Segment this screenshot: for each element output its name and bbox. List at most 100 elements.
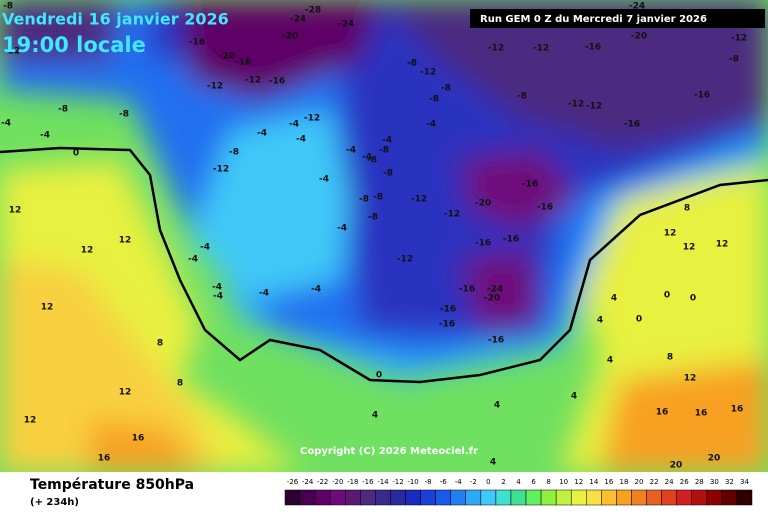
- scale-label: 12: [574, 478, 583, 486]
- map-label: -4: [337, 224, 347, 234]
- map-label: -16: [488, 336, 504, 346]
- scale-label: -8: [425, 478, 432, 486]
- map-label: -16: [440, 305, 456, 315]
- map-label: -8: [441, 84, 451, 94]
- map-label: -4: [212, 283, 222, 293]
- map-label: -4: [346, 146, 356, 156]
- map-label: -16: [269, 77, 285, 87]
- scale-swatch: [480, 489, 497, 506]
- scale-label: 30: [710, 478, 719, 486]
- map-label: -4: [289, 120, 299, 130]
- scale-label: 14: [589, 478, 598, 486]
- scale-swatch: [284, 489, 301, 506]
- scale-label: -14: [377, 478, 389, 486]
- map-label: -12: [731, 34, 747, 44]
- map-label: -8: [368, 213, 378, 223]
- map-label: -16: [694, 91, 710, 101]
- map-label: -8: [359, 195, 369, 205]
- map-label: 12: [9, 206, 22, 216]
- scale-swatch: [586, 489, 602, 506]
- scale-swatch: [495, 489, 512, 506]
- map-label: -4: [40, 131, 50, 141]
- map-label: -16: [235, 58, 251, 68]
- map-label: -8: [379, 146, 389, 156]
- map-label: -12: [207, 82, 223, 92]
- map-label: -8: [383, 169, 393, 179]
- scale-label: -12: [392, 478, 403, 486]
- map-label: -8: [119, 110, 129, 120]
- scale-swatch: [465, 489, 482, 506]
- scale-swatch: [691, 489, 708, 506]
- map-label: 16: [98, 454, 111, 464]
- map-label: -16: [537, 203, 553, 213]
- scale-swatch: [570, 489, 587, 506]
- scale-swatch: [314, 489, 331, 506]
- scale-label: -2: [470, 478, 477, 486]
- map-label: 8: [177, 379, 183, 389]
- map-label: -8: [367, 156, 377, 166]
- map-label: -8: [729, 55, 739, 65]
- scale-label: 34: [740, 478, 749, 486]
- map-label: 12: [41, 303, 54, 313]
- scale-swatch: [616, 489, 632, 506]
- time: 19:00 locale: [2, 33, 146, 57]
- map-label: -24: [290, 15, 306, 25]
- map-label: -8: [407, 59, 417, 69]
- map-label: -20: [282, 32, 298, 42]
- scale-label: -24: [302, 478, 314, 486]
- scale-label: 24: [665, 478, 674, 486]
- map-label: 0: [636, 315, 642, 325]
- map-label: 4: [494, 401, 500, 411]
- map-label: 4: [372, 411, 378, 421]
- scale-label: -20: [332, 478, 343, 486]
- map-label: -20: [475, 199, 491, 209]
- run: Run GEM 0 Z du Mercredi 7 janvier 2026: [480, 14, 707, 25]
- map-label: -12: [411, 195, 427, 205]
- map-label: 4: [597, 316, 603, 326]
- scale-label: 2: [501, 478, 505, 486]
- scale-swatch: [631, 489, 647, 506]
- map-label: -4: [257, 129, 267, 139]
- map-label: 4: [490, 458, 496, 468]
- scale-swatch: [676, 489, 692, 506]
- map-label: 4: [571, 392, 577, 402]
- map-label: -24: [338, 20, 354, 30]
- map-label: -28: [305, 6, 321, 16]
- scale-label: 32: [725, 478, 734, 486]
- map-label: -4: [296, 135, 306, 145]
- scale-label: 4: [516, 478, 521, 486]
- map-label: -16: [439, 320, 455, 330]
- scale-swatch: [736, 489, 753, 506]
- map-label: -16: [585, 43, 601, 53]
- map-label: -16: [459, 285, 475, 295]
- scale-swatch: [345, 489, 361, 506]
- map-label: -12: [245, 76, 261, 86]
- map-label: 16: [132, 434, 145, 444]
- map-label: -20: [219, 52, 235, 62]
- map-label: -4: [319, 175, 329, 185]
- map-label: -8: [373, 193, 383, 203]
- scale-label: -10: [407, 478, 418, 486]
- scale-label: -6: [440, 478, 448, 486]
- map-label: 12: [684, 374, 697, 384]
- scale-swatch: [646, 489, 662, 506]
- map-label: -16: [522, 180, 538, 190]
- legend-title: Température 850hPa: [30, 477, 194, 493]
- scale-label: -26: [287, 478, 299, 486]
- scale-swatch: [390, 489, 406, 506]
- map-label: -12: [213, 165, 229, 175]
- map-label: -12: [488, 44, 504, 54]
- map-label: -4: [311, 285, 321, 295]
- scale-swatch: [510, 489, 527, 506]
- map-label: 0: [664, 291, 670, 301]
- scale-swatch: [450, 489, 467, 506]
- scale-swatch: [329, 489, 346, 506]
- map-label: 8: [684, 204, 690, 214]
- map-label: -12: [586, 102, 602, 112]
- run-box: [470, 9, 765, 28]
- map-label: -4: [426, 120, 436, 130]
- map-label: 8: [667, 353, 673, 363]
- scale-label: 8: [546, 478, 550, 486]
